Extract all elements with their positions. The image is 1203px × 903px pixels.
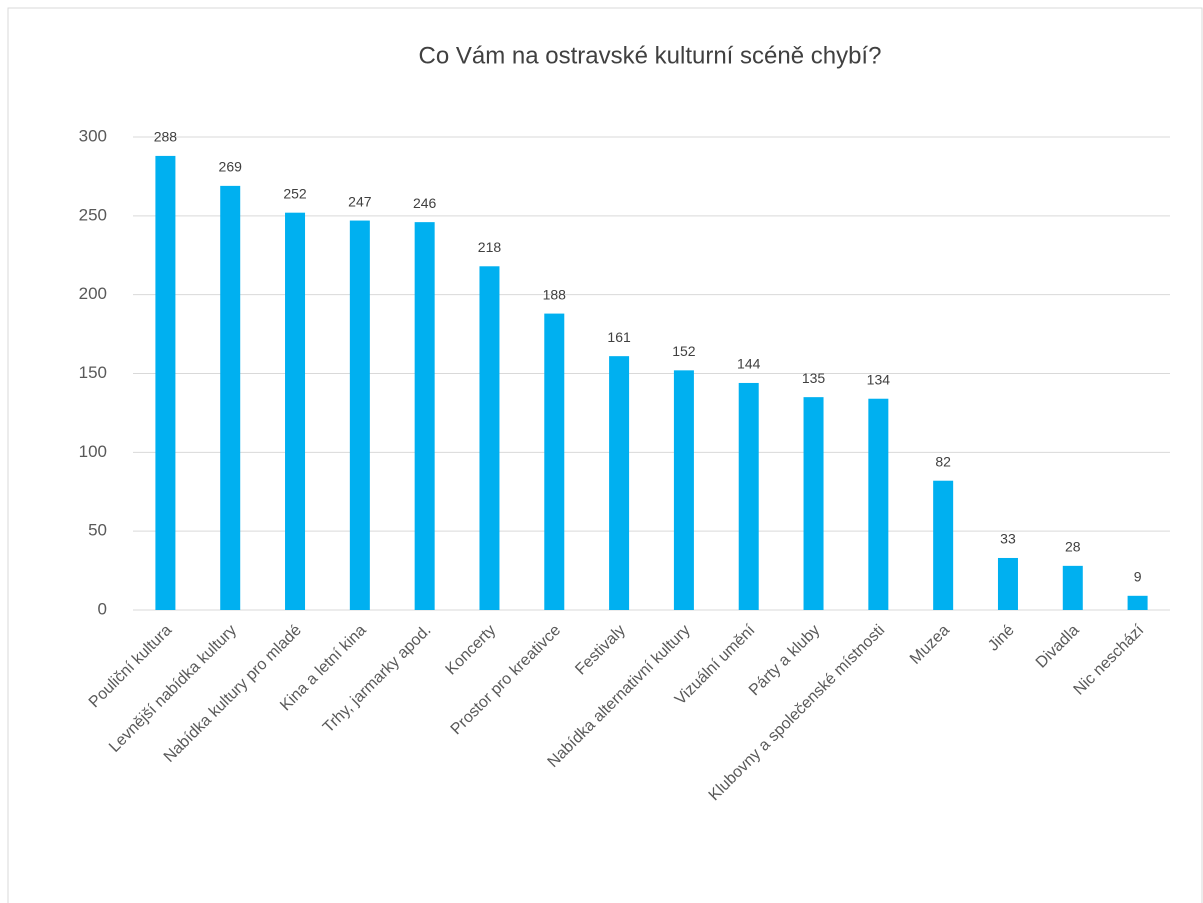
bar — [738, 382, 759, 610]
data-label: 288 — [154, 129, 178, 145]
data-label: 161 — [607, 329, 631, 345]
bar — [479, 266, 500, 610]
y-tick-label: 50 — [88, 521, 107, 540]
bar — [285, 212, 306, 610]
data-label: 247 — [348, 193, 372, 209]
bar — [349, 220, 370, 610]
bar — [803, 397, 824, 610]
bar — [673, 370, 694, 610]
bar — [1062, 565, 1083, 610]
data-label: 218 — [478, 239, 502, 255]
data-label: 252 — [283, 185, 307, 201]
data-label: 33 — [1000, 531, 1016, 547]
data-label: 135 — [802, 370, 826, 386]
data-label: 9 — [1134, 569, 1142, 585]
data-label: 144 — [737, 356, 761, 372]
data-label: 134 — [867, 371, 891, 387]
bar — [997, 557, 1018, 610]
data-label: 152 — [672, 343, 696, 359]
bar — [933, 480, 954, 610]
y-tick-label: 300 — [79, 126, 107, 145]
chart-frame — [7, 7, 1203, 903]
y-tick-label: 200 — [79, 284, 107, 303]
y-tick-label: 100 — [79, 442, 107, 461]
data-label: 269 — [219, 159, 243, 175]
bar — [1127, 595, 1148, 610]
data-label: 246 — [413, 195, 437, 211]
bar — [868, 398, 889, 610]
bar — [609, 356, 630, 610]
y-tick-label: 0 — [98, 599, 107, 618]
y-tick-label: 150 — [79, 363, 107, 382]
bar — [544, 313, 565, 610]
chart-title: Co Vám na ostravské kulturní scéně chybí… — [419, 42, 882, 69]
data-label: 82 — [935, 453, 951, 469]
bar — [414, 222, 435, 610]
data-label: 28 — [1065, 539, 1081, 555]
y-tick-label: 250 — [79, 205, 107, 224]
bar — [220, 185, 241, 611]
bar — [155, 155, 176, 611]
data-label: 188 — [543, 286, 567, 302]
